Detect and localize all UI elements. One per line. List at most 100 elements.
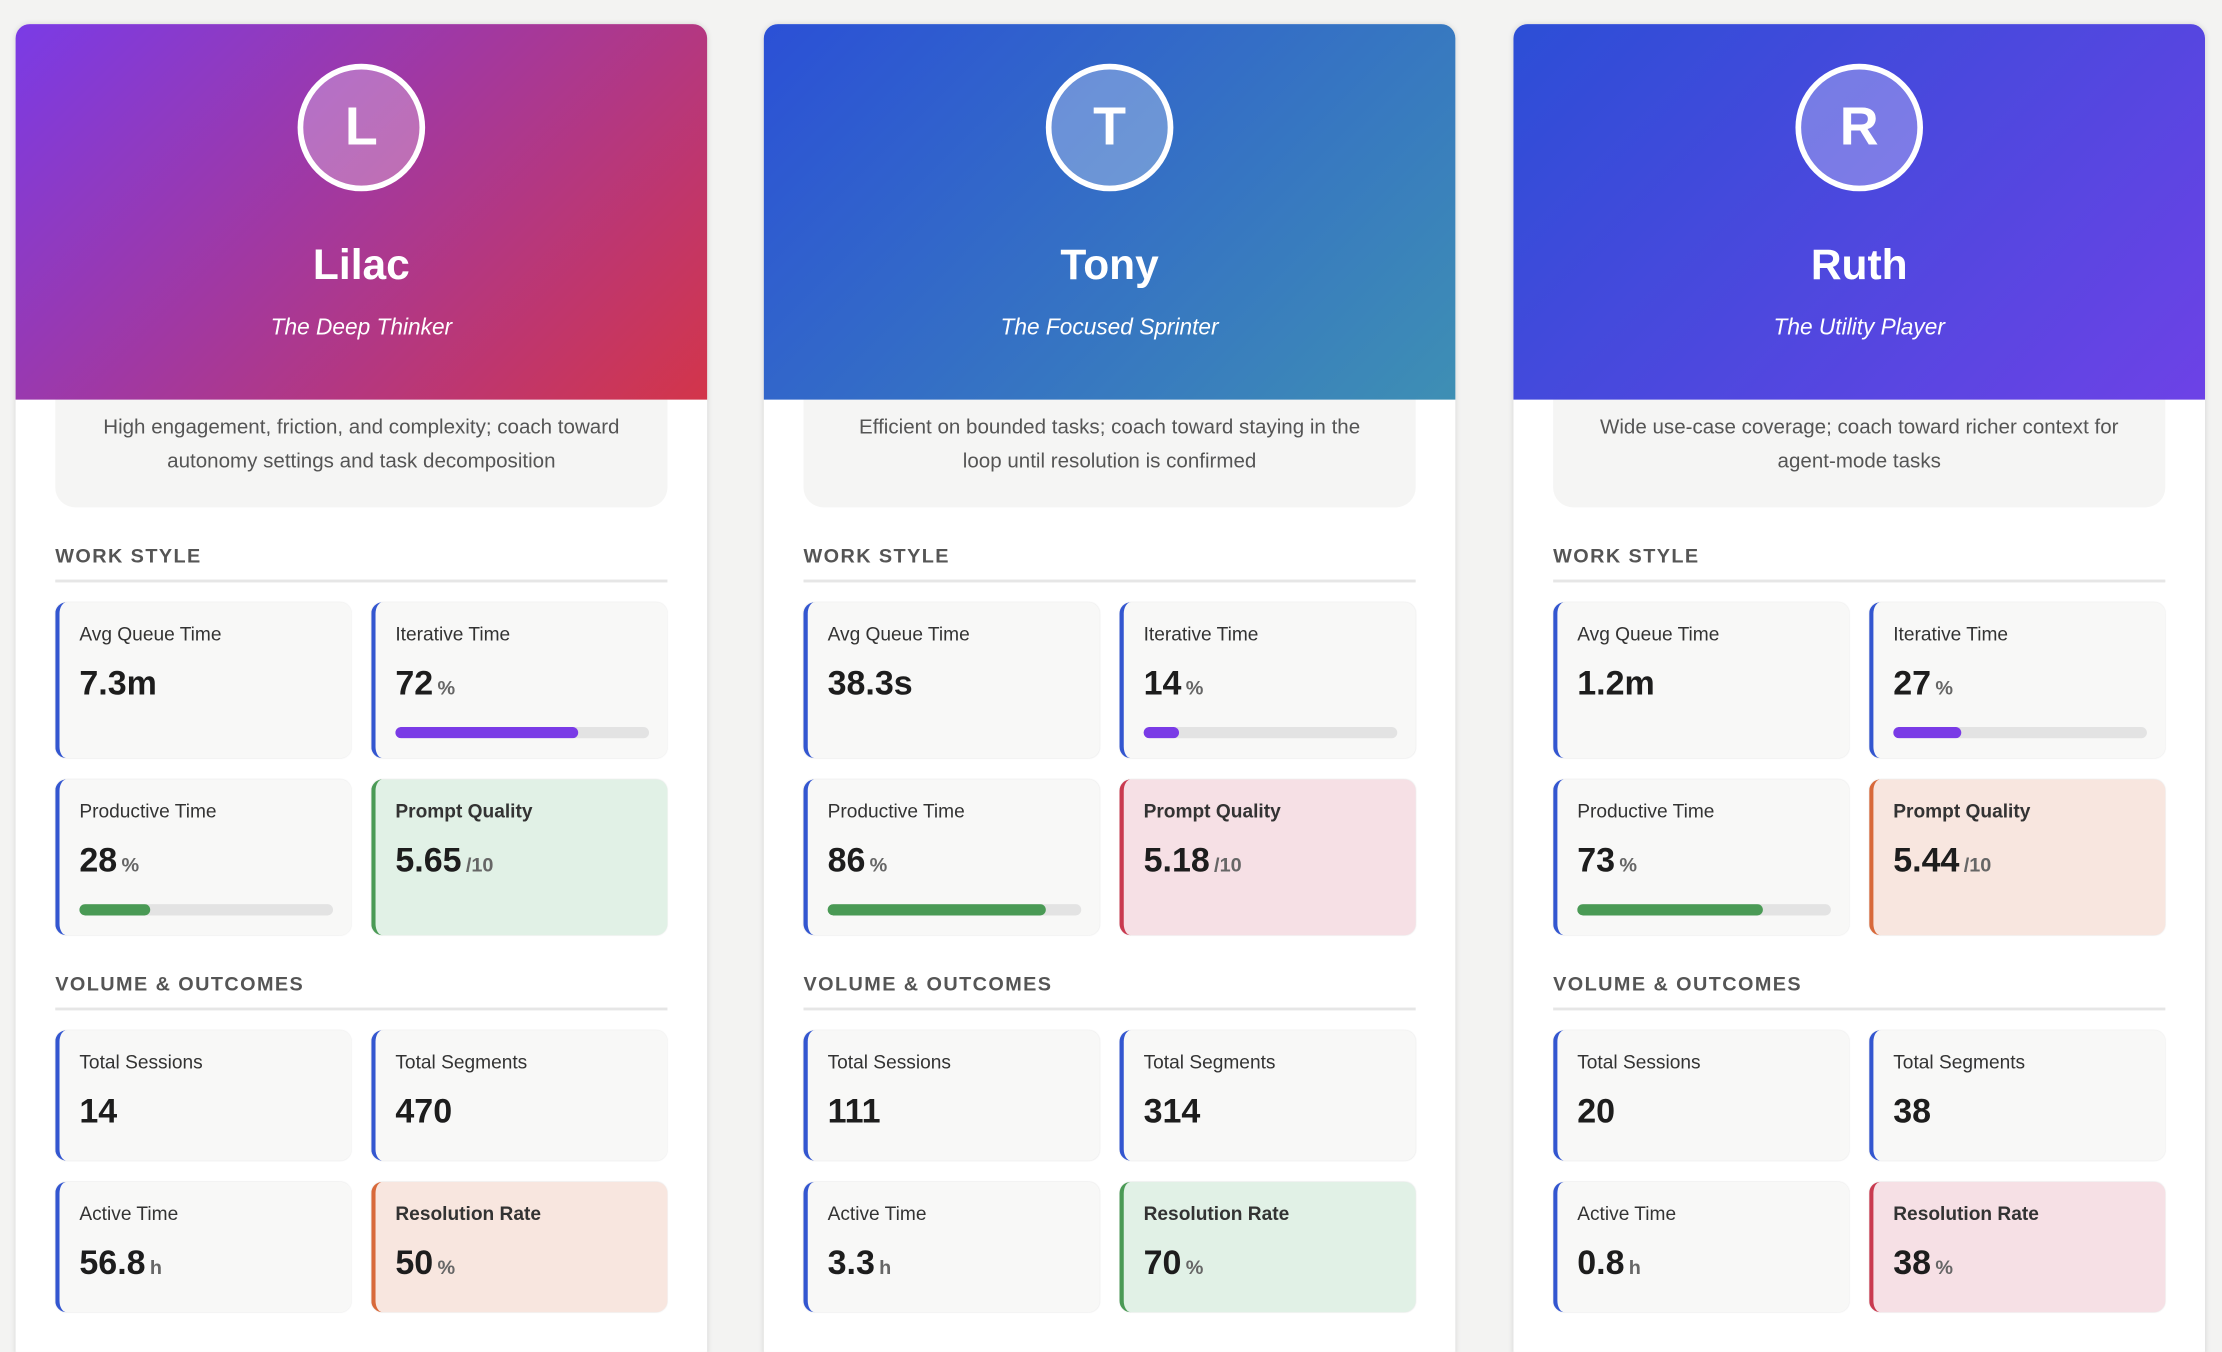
value: 20 bbox=[1577, 1092, 1616, 1131]
metric-tile: Prompt Quality 5.65/10 bbox=[371, 779, 668, 936]
value: 470 bbox=[395, 1092, 453, 1131]
bar-track bbox=[827, 904, 1082, 916]
summary: Wide use-case coverage; coach toward ric… bbox=[1553, 399, 2166, 508]
section-title: WORK STYLE bbox=[55, 544, 668, 583]
bar-track bbox=[79, 904, 334, 916]
value: 14 bbox=[79, 1092, 118, 1131]
metric-value: 70% bbox=[1144, 1244, 1416, 1284]
metric-label: Prompt Quality bbox=[395, 800, 533, 822]
bar-track bbox=[395, 726, 650, 739]
avatar: T bbox=[1045, 63, 1174, 192]
unit: /10 bbox=[1214, 853, 1242, 876]
metric-tile: Avg Queue Time 38.3s bbox=[803, 602, 1100, 759]
metric-label: Total Segments bbox=[1893, 1051, 2026, 1073]
unit: % bbox=[1935, 1255, 1953, 1279]
metric-value: 0.8 h bbox=[1577, 1244, 1849, 1284]
value: 28 bbox=[79, 841, 118, 881]
metric-value: 1.2m bbox=[1577, 665, 1849, 705]
value: 38.3s bbox=[827, 664, 913, 703]
metric-label: Resolution Rate bbox=[1143, 1203, 1290, 1225]
metric-tile: Total Segments 470 bbox=[371, 1030, 668, 1161]
metric-tile: Prompt Quality 5.18/10 bbox=[1119, 779, 1416, 936]
section-title: VOLUME & OUTCOMES bbox=[803, 972, 1416, 1011]
metric-tile: Total Sessions 111 bbox=[803, 1030, 1100, 1161]
unit: % bbox=[1619, 853, 1637, 876]
name: Tony bbox=[1060, 242, 1159, 290]
unit: h bbox=[1628, 1255, 1641, 1279]
unit: % bbox=[1185, 675, 1204, 699]
metric-tile: Productive Time 73% bbox=[1553, 779, 1850, 936]
metric-value: 72% bbox=[395, 665, 667, 705]
persona: The Focused Sprinter bbox=[1000, 316, 1219, 341]
value: 3.3 bbox=[827, 1244, 875, 1283]
value: 5.18 bbox=[1143, 841, 1210, 881]
value: 314 bbox=[1143, 1092, 1201, 1131]
metric-value: 3.3 h bbox=[828, 1244, 1100, 1284]
metric-value: 5.44/10 bbox=[1893, 842, 2165, 882]
card-header: R Ruth The Utility Player bbox=[1513, 24, 2206, 400]
value: 14 bbox=[1143, 664, 1182, 703]
metric-tile: Total Sessions 14 bbox=[55, 1030, 352, 1161]
unit: h bbox=[879, 1255, 892, 1279]
value: 56.8 bbox=[79, 1244, 146, 1283]
value: 27 bbox=[1893, 664, 1932, 703]
value: 111 bbox=[827, 1092, 881, 1131]
section-title: VOLUME & OUTCOMES bbox=[1553, 972, 2166, 1011]
metric-value: 314 bbox=[1144, 1093, 1416, 1133]
persona: The Deep Thinker bbox=[270, 316, 453, 341]
summary: Efficient on bounded tasks; coach toward… bbox=[803, 399, 1416, 508]
metric-tile: Resolution Rate 38% bbox=[1869, 1181, 2166, 1313]
metric-tile: Resolution Rate 70% bbox=[1119, 1181, 1416, 1313]
metric-tile: Productive Time 28% bbox=[55, 779, 352, 936]
metric-label: Iterative Time bbox=[1893, 623, 2009, 645]
metric-value: 50% bbox=[395, 1244, 667, 1284]
metric-value: 56.8 h bbox=[79, 1244, 351, 1284]
profile-card: T Tony The Focused Sprinter Efficient on bo… bbox=[763, 24, 1456, 1352]
metric-label: Active Time bbox=[1577, 1203, 1677, 1225]
metric-value: 73% bbox=[1577, 842, 1849, 882]
metric-value: 38.3s bbox=[828, 665, 1100, 705]
metric-value: 14% bbox=[1144, 665, 1416, 705]
avatar: L bbox=[297, 63, 426, 192]
metric-value: 38 bbox=[1893, 1093, 2165, 1133]
metric-tile: Active Time 3.3 h bbox=[803, 1181, 1100, 1313]
metric-label: Total Sessions bbox=[79, 1051, 203, 1073]
metric-tile: Total Segments 38 bbox=[1869, 1030, 2166, 1161]
section-title: WORK STYLE bbox=[803, 544, 1416, 583]
metric-tile: Total Segments 314 bbox=[1119, 1030, 1416, 1161]
metric-tile: Iterative Time 27% bbox=[1869, 602, 2166, 759]
metric-tile: Iterative Time 14% bbox=[1119, 602, 1416, 759]
value: 0.8 bbox=[1577, 1244, 1625, 1283]
metric-grid: Avg Queue Time 38.3s Iterative Time 14% Prod… bbox=[803, 602, 1416, 936]
name: Ruth bbox=[1810, 242, 1908, 290]
metric-label: Productive Time bbox=[827, 800, 965, 822]
value: 38 bbox=[1893, 1244, 1932, 1283]
metric-value: 86% bbox=[828, 842, 1100, 882]
value: 73 bbox=[1577, 841, 1616, 881]
metric-tile: Active Time 0.8 h bbox=[1553, 1181, 1850, 1313]
unit: /10 bbox=[465, 853, 494, 876]
bar-track bbox=[1893, 726, 2147, 739]
metric-value: 470 bbox=[395, 1093, 667, 1133]
metric-grid: Avg Queue Time 7.3m Iterative Time 72% Produ… bbox=[55, 602, 668, 936]
profile-card: L Lilac The Deep Thinker High engagement, f… bbox=[15, 24, 708, 1352]
section-title: WORK STYLE bbox=[1553, 544, 2166, 583]
metric-value: 5.65/10 bbox=[395, 842, 667, 882]
section-title: VOLUME & OUTCOMES bbox=[55, 972, 668, 1011]
metric-tile: Resolution Rate 50% bbox=[371, 1181, 668, 1313]
card-header: T Tony The Focused Sprinter bbox=[763, 24, 1456, 400]
metric-tile: Prompt Quality 5.44/10 bbox=[1869, 779, 2166, 936]
metric-grid: Total Sessions 111 Total Segments 314 Active… bbox=[803, 1030, 1416, 1313]
avatar: R bbox=[1795, 63, 1924, 192]
value: 5.65 bbox=[395, 841, 462, 881]
metric-label: Iterative Time bbox=[1143, 623, 1259, 645]
unit: % bbox=[869, 853, 888, 876]
metric-tile: Iterative Time 72% bbox=[371, 602, 668, 759]
profile-card: R Ruth The Utility Player Wide use-case cov… bbox=[1513, 24, 2206, 1352]
metric-label: Resolution Rate bbox=[1893, 1203, 2039, 1225]
card-header: L Lilac The Deep Thinker bbox=[15, 24, 708, 400]
unit: % bbox=[437, 1255, 456, 1279]
metric-value: 38% bbox=[1893, 1244, 2165, 1284]
bar-fill bbox=[79, 904, 151, 916]
